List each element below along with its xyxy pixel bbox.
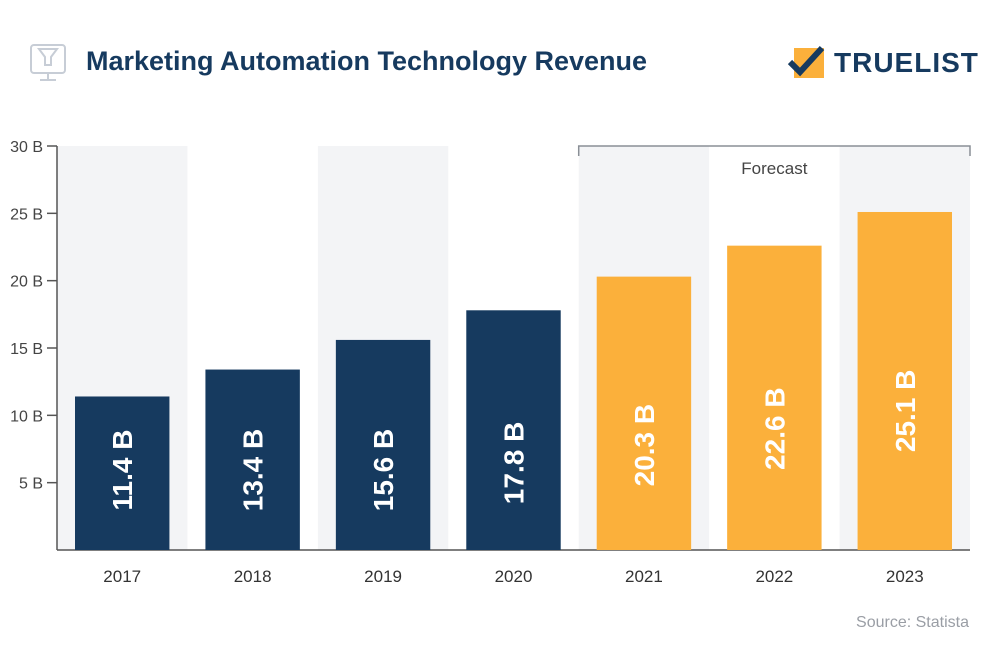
logo-text: TRUELIST — [834, 47, 979, 78]
forecast-bracket — [577, 145, 971, 156]
x-tick-label: 2022 — [755, 567, 793, 586]
chart-title: Marketing Automation Technology Revenue — [86, 46, 648, 76]
bar-2023 — [857, 211, 952, 550]
x-tick-label: 2021 — [625, 567, 663, 586]
data-label: 20.3 B — [629, 404, 660, 487]
bar-2018 — [205, 369, 300, 550]
y-tick-label: 5 B — [19, 476, 43, 493]
data-label: 11.4 B — [107, 430, 138, 511]
x-tick-label: 2023 — [886, 567, 924, 586]
data-label: 17.8 B — [499, 422, 530, 505]
x-tick-label: 2019 — [364, 567, 402, 586]
x-tick-label: 2018 — [234, 567, 272, 586]
bar-2019 — [335, 339, 431, 550]
source-note: Source: Statista — [856, 614, 969, 631]
y-tick-label: 20 B — [10, 274, 43, 291]
y-tick-label: 25 B — [10, 206, 43, 223]
data-label: 22.6 B — [759, 387, 790, 470]
y-tick-label: 30 B — [10, 139, 43, 156]
bar-2020 — [466, 310, 561, 550]
x-tick-label: 2020 — [495, 567, 533, 586]
bar-2021 — [596, 276, 692, 550]
x-tick-label: 2017 — [103, 567, 141, 586]
data-label: 15.6 B — [368, 429, 399, 512]
forecast-label: Forecast — [741, 159, 807, 178]
data-label: 25.1 B — [890, 370, 921, 453]
bar-2017 — [75, 396, 170, 550]
bar-2022 — [727, 245, 822, 551]
data-label: 13.4 B — [238, 429, 269, 512]
y-tick-label: 15 B — [10, 341, 43, 358]
y-tick-label: 10 B — [10, 408, 43, 425]
